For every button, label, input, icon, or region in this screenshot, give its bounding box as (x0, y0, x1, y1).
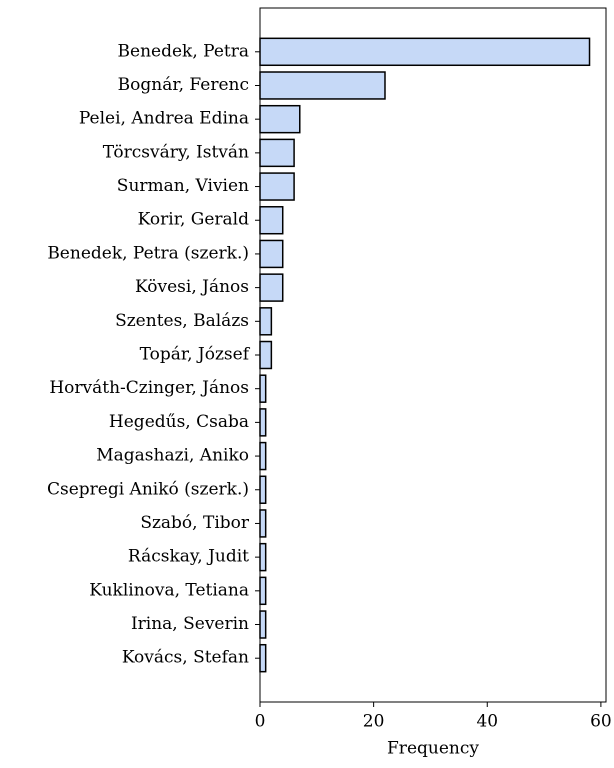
bar (259, 138, 295, 168)
bar (259, 542, 267, 572)
bar (259, 643, 267, 673)
y-tick-label: Surman, Vivien (117, 176, 249, 196)
bar (259, 408, 267, 437)
bar (259, 340, 273, 370)
bar (259, 206, 284, 235)
y-tick-label: Hegedűs, Csaba (109, 412, 249, 432)
y-tick-label: Benedek, Petra (szerk.) (47, 243, 249, 263)
x-tick-label: 0 (255, 712, 266, 732)
y-tick-label: Benedek, Petra (118, 41, 249, 61)
bar (259, 307, 273, 336)
y-tick-label: Szabó, Tibor (140, 513, 250, 533)
y-tick-label: Törcsváry, István (103, 142, 249, 162)
y-tick-label: Csepregi Anikó (szerk.) (47, 479, 249, 499)
bar (259, 576, 267, 606)
y-tick-label: Bognár, Ferenc (118, 75, 249, 95)
y-tick-label: Magashazi, Aniko (96, 446, 249, 466)
y-tick-label: Kovács, Stefan (122, 648, 249, 668)
bar (259, 441, 267, 471)
y-tick-label: Irina, Severin (131, 614, 249, 634)
x-tick-label: 40 (476, 712, 498, 732)
plot-frame (259, 7, 607, 703)
x-axis-label: Frequency (387, 739, 479, 759)
bar (259, 475, 267, 504)
bar (259, 273, 284, 302)
y-tick-label: Kuklinova, Tetiana (89, 580, 249, 600)
y-tick-label: Pelei, Andrea Edina (79, 109, 249, 129)
y-tick-label: Topár, József (140, 345, 251, 365)
x-tick-label: 60 (590, 712, 612, 732)
bar (259, 104, 301, 134)
y-tick-label: Szentes, Balázs (115, 311, 249, 331)
bar (259, 610, 267, 639)
x-tick-label: 20 (363, 712, 385, 732)
y-tick-label: Kövesi, János (135, 277, 249, 297)
y-tick-label: Rácskay, Judit (128, 547, 249, 567)
bar (259, 374, 267, 403)
bar (259, 509, 267, 538)
y-tick-label: Horváth-Czinger, János (49, 378, 249, 398)
bar (259, 37, 591, 67)
y-tick-label: Korir, Gerald (138, 210, 249, 230)
bar (259, 239, 284, 269)
bar (259, 172, 295, 201)
bar (259, 71, 386, 100)
